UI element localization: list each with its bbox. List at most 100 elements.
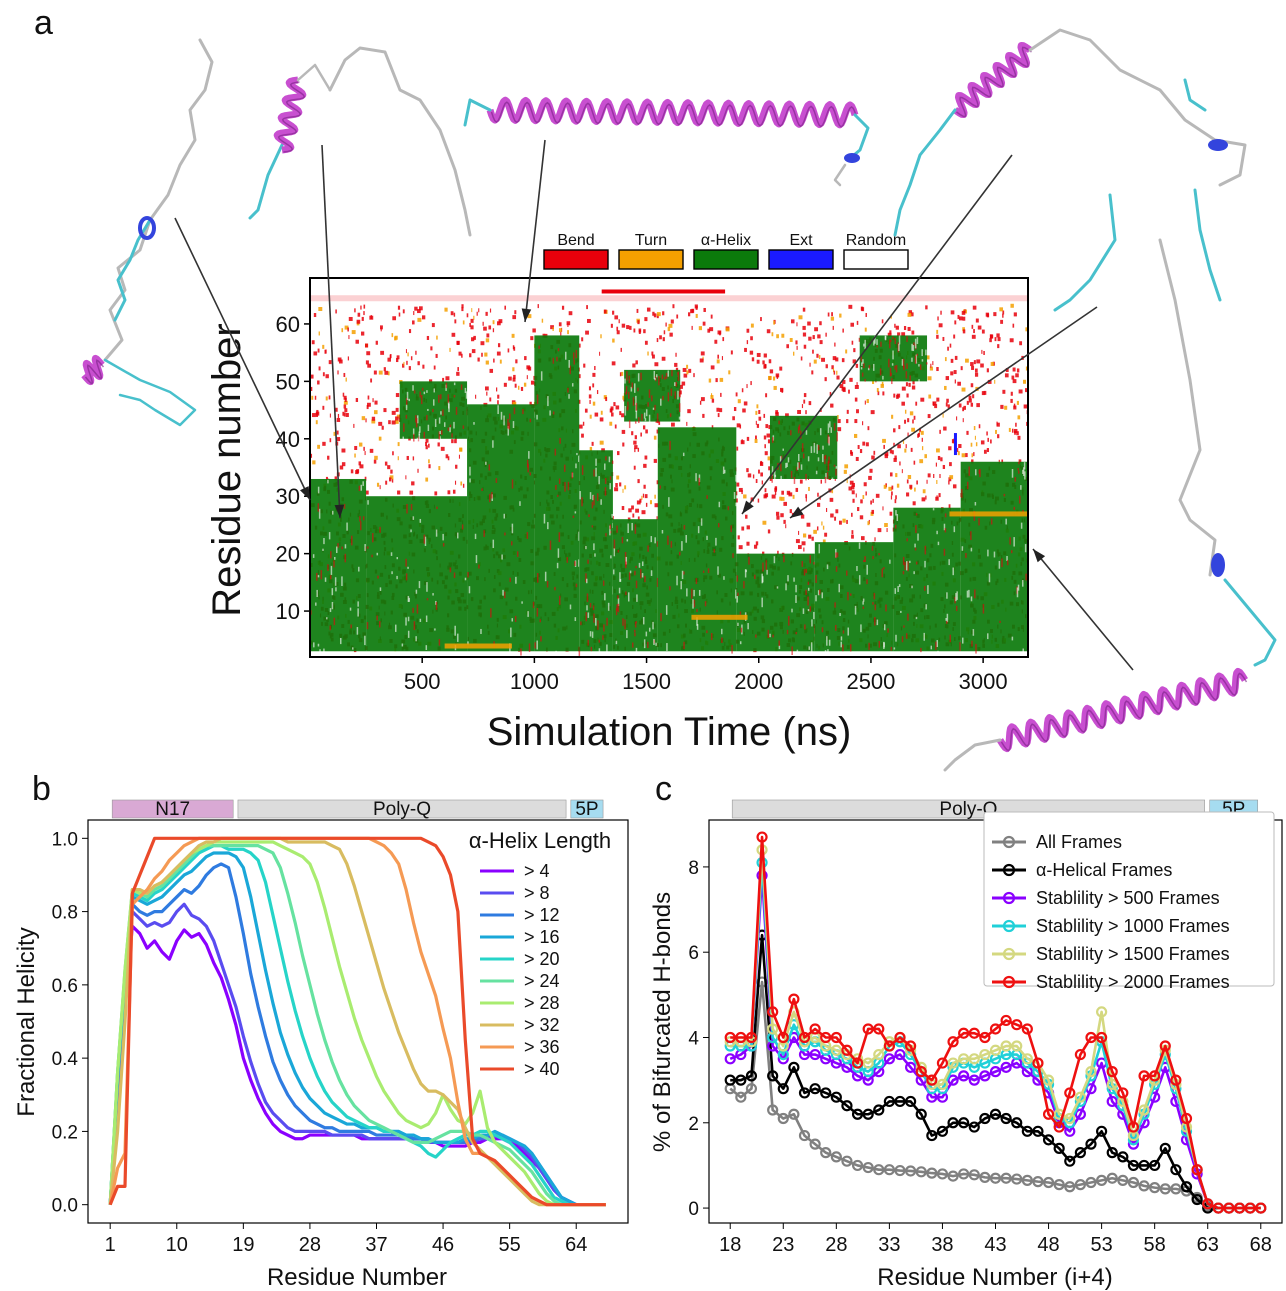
heatmap-cell (827, 434, 830, 444)
heatmap-cell (654, 503, 659, 508)
heatmap-cell (883, 484, 887, 489)
heatmap-cell (634, 420, 637, 424)
heatmap-cell (423, 431, 426, 439)
heatmap-cell (990, 518, 993, 525)
heatmap-cell (999, 307, 1004, 312)
heatmap-cell (896, 394, 899, 399)
heatmap-cell (440, 430, 443, 435)
heatmap-cell (697, 526, 700, 534)
heatmap-cell (835, 466, 838, 469)
data-point (1117, 1174, 1129, 1186)
heatmap-cell (658, 376, 660, 386)
heatmap-cell (375, 340, 378, 345)
heatmap-cell (859, 449, 863, 454)
heatmap-cell (718, 501, 721, 508)
heatmap-cell (771, 466, 774, 476)
heatmap-cell (746, 328, 750, 333)
heatmap-cell (397, 305, 401, 310)
heatmap-cell (750, 323, 754, 328)
heatmap-cell (423, 391, 426, 395)
heatmap-cell (766, 569, 768, 575)
data-point (1064, 1155, 1076, 1167)
data-point (788, 1108, 800, 1120)
heatmap-cell (624, 378, 626, 384)
heatmap-cell (864, 378, 866, 382)
heatmap-cell (495, 478, 498, 483)
heatmap-cell (485, 461, 487, 465)
heatmap-cell (610, 323, 613, 328)
heatmap-cell (634, 383, 636, 393)
heatmap-cell (523, 382, 527, 387)
data-point (1117, 1151, 1129, 1163)
heatmap-cell (455, 464, 458, 469)
heatmap-cell (905, 561, 908, 571)
heatmap-cell (840, 641, 842, 648)
heatmap-cell (537, 304, 539, 309)
heatmap-cell (634, 570, 636, 576)
heatmap-cell (549, 410, 551, 416)
heatmap-cell (822, 525, 825, 530)
data-point (1011, 1117, 1023, 1129)
heatmap-cell (447, 394, 450, 403)
heatmap-cell (434, 628, 436, 631)
heatmap-cell (961, 546, 964, 551)
heatmap-cell (860, 499, 863, 504)
heatmap-cell (602, 635, 604, 640)
heatmap-cell (425, 645, 428, 651)
heatmap-cell (971, 334, 976, 339)
heatmap-cell (1010, 398, 1013, 403)
heatmap-cell (974, 589, 976, 599)
heatmap-cell (730, 525, 732, 533)
heatmap-cell (921, 497, 926, 502)
data-point (894, 1095, 906, 1108)
heatmap-cell (824, 532, 828, 537)
y-tick-label: 60 (276, 312, 300, 337)
heatmap-cell (740, 627, 743, 633)
heatmap-cell (815, 575, 817, 583)
heatmap-cell (846, 479, 848, 484)
heatmap-cell (384, 461, 388, 466)
heatmap-cell (795, 595, 797, 603)
data-point (1106, 1095, 1118, 1108)
x-tick-label: 1000 (510, 669, 559, 694)
heatmap-cell (834, 342, 836, 347)
heatmap-cell (407, 616, 410, 622)
heatmap-cell (347, 356, 350, 361)
heatmap-cell (851, 485, 855, 490)
heatmap-cell (427, 424, 430, 431)
heatmap-cell (540, 636, 542, 642)
heatmap-cell (637, 373, 640, 382)
heatmap-cell (582, 421, 585, 426)
heatmap-cell (413, 433, 415, 442)
heatmap-cell (952, 567, 954, 576)
heatmap-cell (492, 328, 495, 333)
heatmap-cell (891, 485, 894, 490)
heatmap-cell (560, 331, 562, 336)
heatmap-cell (966, 430, 969, 435)
heatmap-cell (997, 344, 1000, 349)
heatmap-cell (611, 460, 614, 464)
heatmap-cell (790, 430, 792, 436)
x-tick-label: 28 (825, 1234, 847, 1256)
heatmap-cell (1000, 404, 1004, 409)
heatmap-cell (890, 495, 893, 500)
heatmap-cell (353, 423, 355, 428)
heatmap-cell (938, 493, 941, 498)
heatmap-cell (595, 458, 597, 466)
heatmap-cell (561, 305, 565, 310)
heatmap-cell (630, 386, 633, 392)
heatmap-cell (447, 427, 450, 431)
heatmap-cell (798, 454, 800, 462)
heatmap-cell (449, 427, 451, 433)
data-point (1096, 1174, 1108, 1186)
heatmap-cell (616, 326, 619, 331)
heatmap-cell (426, 335, 430, 340)
heatmap-cell (527, 366, 532, 371)
heatmap-cell (631, 382, 634, 389)
legend-label: α-Helix (701, 232, 751, 249)
heatmap-cell (334, 556, 336, 560)
heatmap-cell (616, 475, 620, 480)
heatmap-cell (373, 370, 377, 375)
heatmap-cell (643, 639, 646, 649)
